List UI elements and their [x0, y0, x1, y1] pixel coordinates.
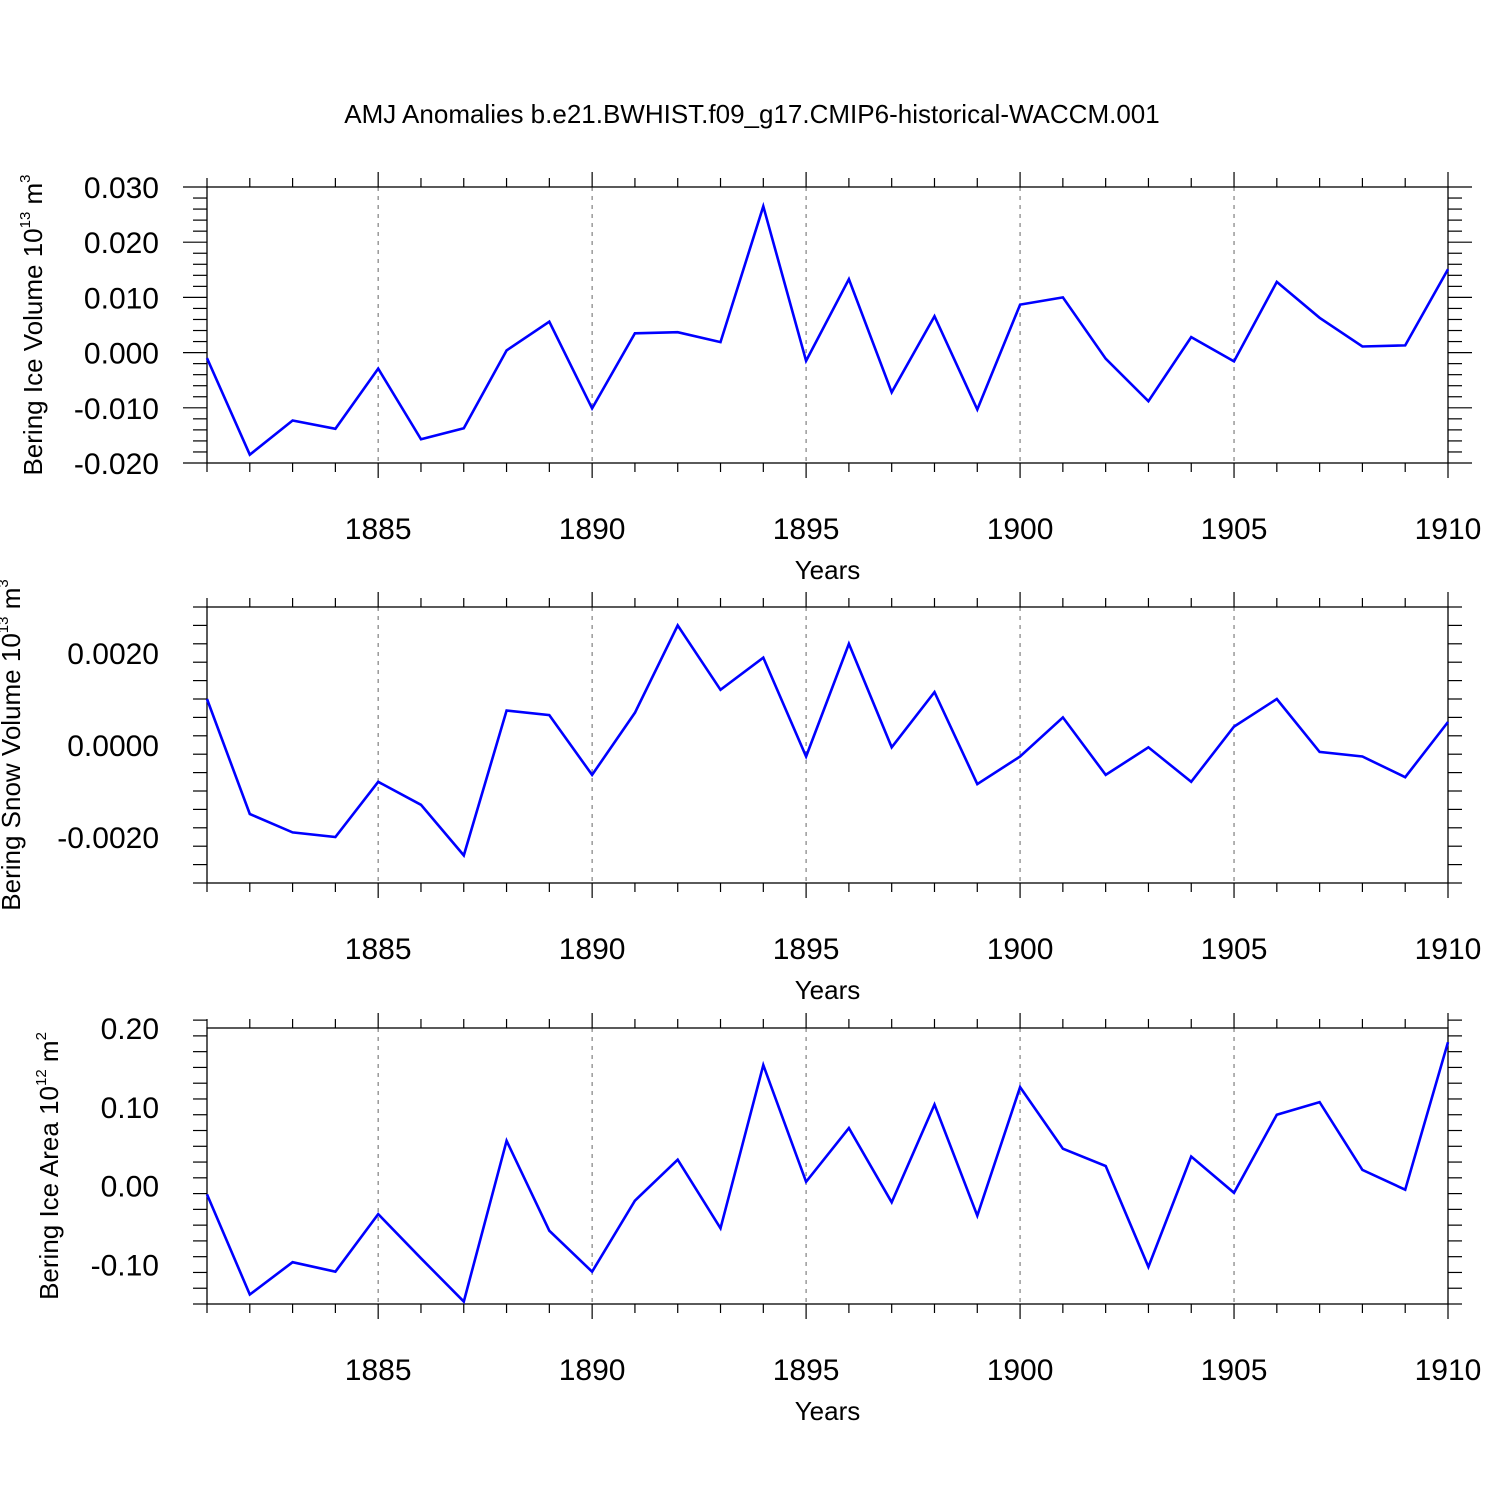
plot-frame	[206, 1027, 1449, 1305]
panel-ice-volume: 0.030 0.020 0.010 0.000 -0.010 -0.020 1885 1890…	[17, 172, 1481, 585]
y-tick-label: 0.00	[101, 1171, 159, 1204]
x-tick-label: 1900	[987, 513, 1054, 546]
x-tick-label: 1895	[773, 1354, 840, 1387]
y-axis-label-superscript: 3	[0, 579, 12, 587]
x-tick-label: 1890	[559, 1354, 626, 1387]
panel-ice-area: 0.20 0.10 0.00 -0.10 1885 1890 1895 1900 1905 191…	[33, 1013, 1481, 1426]
y-axis-label-text: Bering Snow Volume 10	[0, 633, 26, 911]
x-tick-label: 1895	[773, 513, 840, 546]
y-axis-label-text: m	[18, 183, 48, 212]
x-tick-label: 1910	[1415, 513, 1482, 546]
x-axis-label: Years	[795, 555, 861, 585]
x-tick-label: 1905	[1201, 933, 1268, 966]
y-axis-label-superscript: 12	[33, 1069, 50, 1086]
y-tick-label: 0.0000	[67, 730, 159, 763]
y-tick-label: -0.0020	[57, 822, 159, 855]
x-tick-label: 1890	[559, 933, 626, 966]
y-axis-label-superscript: 13	[17, 212, 34, 229]
y-axis-label-text: Bering Ice Area 10	[34, 1086, 64, 1300]
y-axis-label-text: m	[0, 588, 26, 617]
y-tick-label: 0.010	[84, 282, 159, 315]
x-tick-label: 1885	[345, 933, 412, 966]
x-tick-label: 1910	[1415, 933, 1482, 966]
y-tick-label: 0.030	[84, 172, 159, 205]
x-tick-label: 1895	[773, 933, 840, 966]
y-tick-label: -0.020	[74, 448, 159, 481]
panel-snow-volume: 0.0020 0.0000 -0.0020 1885 1890 1895 1900 1905 1…	[0, 579, 1481, 1005]
y-axis-label-superscript: 2	[33, 1032, 50, 1040]
y-tick-label: -0.10	[91, 1250, 159, 1283]
y-tick-label: 0.0020	[67, 638, 159, 671]
x-axis-label: Years	[795, 975, 861, 1005]
y-axis-label-text: m	[34, 1040, 64, 1069]
y-tick-label: 0.020	[84, 227, 159, 260]
figure-title: AMJ Anomalies b.e21.BWHIST.f09_g17.CMIP6…	[344, 99, 1159, 129]
y-axis-label-superscript: 13	[0, 617, 12, 634]
plot-frame	[206, 606, 1449, 884]
x-tick-label: 1900	[987, 933, 1054, 966]
x-tick-label: 1890	[559, 513, 626, 546]
x-tick-label: 1885	[345, 1354, 412, 1387]
series-line	[205, 1041, 1450, 1305]
y-tick-label: 0.10	[101, 1092, 159, 1125]
x-tick-label: 1905	[1201, 1354, 1268, 1387]
y-axis-label-superscript: 3	[17, 174, 34, 182]
y-axis-label-text: Bering Ice Volume 10	[18, 228, 48, 475]
y-axis-label: Bering Ice Area 1012 m2	[33, 1032, 64, 1300]
series-line	[205, 201, 1450, 457]
y-tick-label: 0.20	[101, 1013, 159, 1046]
y-axis-label: Bering Ice Volume 1013 m3	[17, 174, 48, 475]
x-axis-label: Years	[795, 1396, 861, 1426]
y-tick-label: -0.010	[74, 393, 159, 426]
x-tick-label: 1910	[1415, 1354, 1482, 1387]
x-tick-label: 1905	[1201, 513, 1268, 546]
y-tick-label: 0.000	[84, 338, 159, 371]
series-line	[205, 622, 1450, 859]
x-tick-label: 1885	[345, 513, 412, 546]
x-tick-label: 1900	[987, 1354, 1054, 1387]
plot-frame	[206, 186, 1449, 464]
y-axis-label: Bering Snow Volume 1013 m3	[0, 579, 26, 910]
